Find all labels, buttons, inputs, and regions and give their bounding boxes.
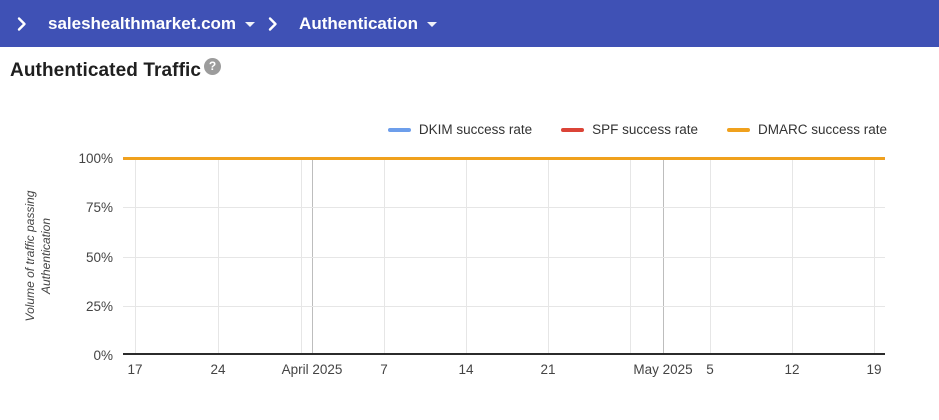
caret-down-icon [427, 22, 438, 27]
legend-label: DMARC success rate [757, 122, 887, 137]
x-tick-label: May 2025 [633, 362, 693, 377]
legend-swatch-icon [726, 127, 750, 132]
y-tick-label: 50% [85, 249, 113, 265]
legend-label: DKIM success rate [418, 122, 533, 137]
help-icon[interactable]: ? [204, 58, 222, 75]
y-axis-title-line: Authentication [39, 217, 53, 295]
x-tick-label: 21 [540, 362, 556, 377]
dashboard-name: Authentication [299, 13, 419, 33]
x-tick-label: 5 [706, 362, 714, 377]
legend-item-spf: SPF success rate [561, 122, 698, 137]
page-title-row: Authenticated Traffic ? [10, 58, 222, 82]
x-tick-label: 17 [127, 362, 143, 377]
x-tick-label: 19 [866, 362, 882, 377]
y-axis-title-line: Volume of traffic passing [23, 190, 37, 322]
y-gridline [123, 256, 885, 258]
breadcrumb: saleshealthmarket.com Authentication [0, 0, 939, 47]
legend-item-dmarc: DMARC success rate [726, 122, 887, 137]
y-tick-label: 100% [78, 151, 113, 166]
chevron-right-icon [267, 16, 278, 32]
y-tick-label: 25% [85, 298, 113, 314]
y-gridline [123, 207, 885, 209]
x-tick-label: 12 [784, 362, 800, 377]
domain-selector-dropdown[interactable]: saleshealthmarket.com [30, 13, 256, 34]
x-axis-line [123, 353, 885, 355]
domain-name: saleshealthmarket.com [48, 13, 237, 33]
page-title: Authenticated Traffic [10, 60, 202, 81]
x-tick-label: 7 [380, 362, 388, 377]
y-gridline [123, 305, 885, 307]
caret-down-icon [245, 22, 256, 27]
series-line-dmarc [123, 156, 885, 160]
legend-item-dkim: DKIM success rate [387, 122, 533, 137]
y-tick-label: 75% [85, 200, 113, 216]
chart-legend: DKIM success rate SPF success rate DMARC s… [387, 122, 887, 137]
chevron-right-icon [16, 16, 27, 32]
plot-area[interactable] [123, 156, 885, 355]
legend-swatch-icon [387, 127, 411, 132]
legend-swatch-icon [561, 127, 585, 132]
x-tick-label: 14 [458, 362, 474, 377]
x-tick-label: 24 [210, 362, 226, 377]
y-tick-label: 0% [93, 348, 113, 363]
legend-label: SPF success rate [592, 122, 698, 137]
x-tick-label: April 2025 [281, 362, 343, 377]
dashboard-selector-dropdown[interactable]: Authentication [281, 13, 438, 34]
y-axis-title: Volume of traffic passing Authentication [22, 161, 56, 351]
